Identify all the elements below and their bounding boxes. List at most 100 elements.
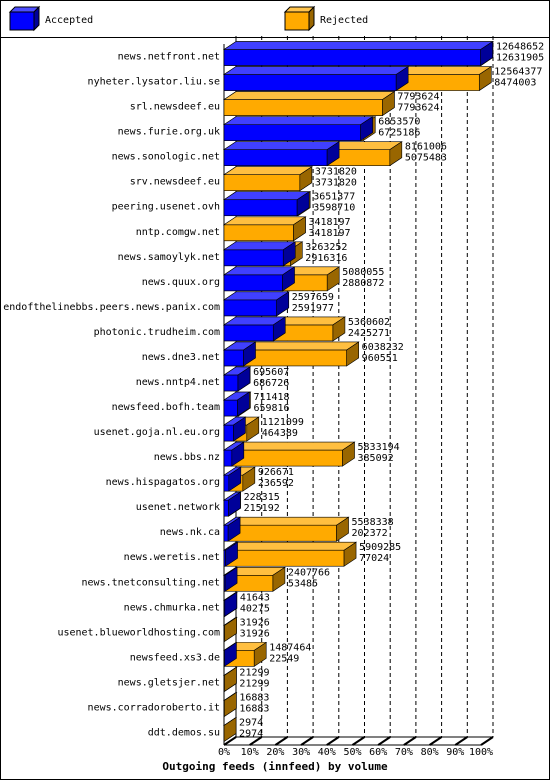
bar-side [231, 441, 245, 467]
y-tick-label: usenet.blueworldhosting.com [57, 627, 220, 638]
bar [223, 124, 361, 141]
bar-top [223, 141, 341, 150]
value-label: 16883 [239, 703, 269, 714]
bar-top [223, 191, 311, 201]
y-tick-label: news.nntp4.net [136, 377, 220, 388]
bar-side [299, 166, 313, 192]
tick-mark [480, 736, 494, 746]
bar [223, 499, 229, 517]
bar-side [233, 416, 246, 442]
bar-side [272, 566, 286, 592]
y-tick-label: news.nk.ca [160, 527, 220, 538]
value-label: 659816 [253, 403, 289, 414]
value-label: 31926 [240, 628, 270, 639]
y-tick-label: newsfeed.xs3.de [130, 652, 220, 663]
bar [223, 424, 234, 442]
value-label: 711418 [253, 392, 289, 403]
value-label: 31926 [240, 617, 270, 628]
bar [223, 174, 301, 191]
bar-side [282, 266, 295, 292]
value-label: 2880872 [342, 278, 384, 289]
bar-side [336, 516, 349, 542]
bar-top [223, 91, 396, 100]
value-label: 3731820 [315, 178, 357, 189]
value-label: 6038232 [362, 342, 404, 353]
bar-side [342, 441, 355, 467]
value-label: 2425271 [348, 328, 390, 339]
bar-side [332, 316, 346, 342]
tick-mark [429, 736, 443, 746]
bar [223, 449, 233, 467]
bar-side [346, 341, 359, 367]
bar [223, 299, 277, 317]
y-tick-label: nyheter.lysator.liu.se [88, 77, 220, 88]
y-tick-label: peering.usenet.ovh [112, 202, 220, 213]
y-tick-label: news.gletsjer.net [118, 677, 220, 688]
y-tick-label: news.weretis.net [124, 552, 220, 563]
bar-side [326, 141, 340, 167]
value-label: 3418197 [308, 228, 350, 239]
bar-side [243, 341, 256, 367]
bar [223, 374, 239, 392]
bar [223, 249, 284, 267]
value-label: 686726 [253, 378, 289, 389]
tick-mark [249, 736, 263, 746]
value-label: 21299 [239, 678, 269, 689]
bar [223, 224, 294, 242]
bar-top [223, 66, 410, 75]
value-label: 16883 [239, 692, 269, 703]
bar-side [293, 216, 306, 242]
tick-mark [326, 736, 340, 746]
y-tick-label: nntp.comgw.net [136, 227, 220, 238]
bar-side [228, 466, 242, 492]
tick-mark [274, 736, 288, 746]
bar-top [223, 166, 313, 175]
bar-side [224, 666, 237, 692]
bar-side [227, 516, 241, 542]
y-tick-label: news.bbs.nz [154, 452, 220, 463]
legend-swatch [9, 11, 35, 31]
tick-mark [351, 736, 366, 746]
bar-side [224, 616, 237, 642]
value-label: 8161006 [405, 142, 447, 153]
value-label: 2974 [239, 728, 263, 739]
y-tick-label: usenet.network [136, 502, 220, 513]
y-tick-label: news.sonologic.net [112, 152, 220, 163]
bar-top [223, 216, 307, 226]
bar [223, 149, 328, 166]
legend-label: Rejected [320, 15, 368, 26]
y-tick-label: news.quux.org [142, 277, 220, 288]
value-label: 6853570 [378, 117, 420, 128]
value-label: 1121099 [262, 417, 304, 428]
bar-side [282, 241, 296, 267]
value-label: 22549 [269, 653, 299, 664]
y-tick-label: srv.newsdeef.eu [130, 177, 220, 188]
legend-swatch-side [308, 5, 315, 32]
bar-side [272, 316, 286, 342]
x-tick-label: 30% [292, 747, 310, 758]
bar-side [224, 691, 237, 718]
bar-side [253, 641, 267, 667]
value-label: 5075483 [405, 153, 447, 164]
bar-side [296, 191, 310, 217]
legend-swatch [284, 11, 310, 31]
value-label: 5538338 [352, 517, 394, 528]
tick-mark [300, 736, 314, 746]
value-label: 695607 [253, 367, 289, 378]
x-tick-label: 50% [343, 747, 361, 758]
value-label: 5833194 [358, 442, 400, 453]
value-label: 1487464 [269, 642, 311, 653]
value-label: 228315 [244, 492, 280, 503]
y-tick-label: endofthelinebbs.peers.news.panix.com [3, 302, 220, 313]
bar [223, 274, 283, 292]
bar-side [223, 716, 237, 743]
value-label: 215192 [244, 503, 280, 514]
bar-side [360, 116, 373, 142]
bar [223, 524, 337, 542]
y-tick-label: news.chmurka.net [124, 602, 220, 613]
bar [223, 199, 298, 217]
bar [223, 549, 345, 567]
bar-side [480, 40, 493, 67]
value-label: 960551 [362, 353, 398, 364]
value-label: 12564377 [494, 67, 542, 78]
